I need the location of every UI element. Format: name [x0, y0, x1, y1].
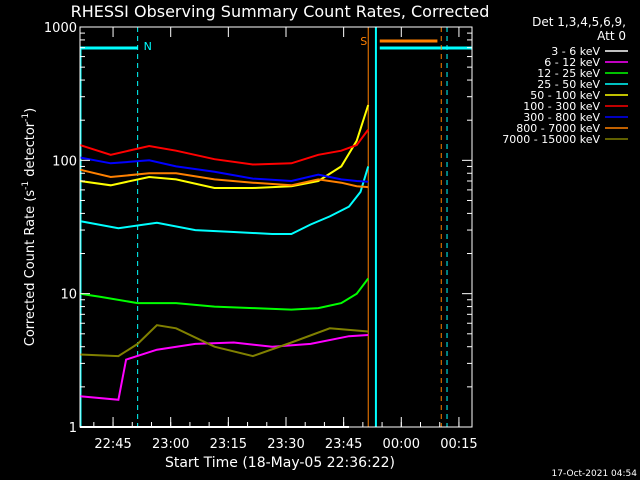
legend-label: 6 - 12 keV: [544, 56, 600, 69]
saa-marker-label: S: [360, 35, 367, 48]
legend-label: 25 - 50 keV: [537, 78, 600, 91]
x-tick-label: 23:30: [267, 437, 304, 452]
y-axis-ticks: 1 10 100 1000: [44, 21, 472, 436]
legend-title: Det 1,3,4,5,6,9,: [532, 15, 626, 29]
series-line-3: [79, 166, 370, 235]
legend-label: 100 - 300 keV: [523, 100, 600, 113]
x-tick-label: 00:15: [440, 437, 477, 452]
x-tick-label: 00:00: [383, 437, 420, 452]
legend-label: 50 - 100 keV: [530, 89, 600, 102]
y-axis-label: Corrected Count Rate (s-1 detector-1): [21, 108, 38, 346]
series-line-4: [79, 104, 370, 189]
legend-label: 300 - 800 keV: [523, 111, 600, 124]
plot-frame: [79, 26, 473, 428]
legend-label: 800 - 7000 keV: [516, 122, 600, 135]
series-line-8: [79, 324, 369, 358]
y-tick-label: 100: [52, 154, 77, 169]
y-tick-label: 10: [60, 288, 77, 303]
x-axis-label: Start Time (18-May-05 22:36:22): [165, 455, 395, 471]
y-tick-label: 1000: [44, 21, 77, 36]
y-tick-label: 1: [69, 421, 77, 436]
x-tick-label: 23:15: [210, 437, 247, 452]
series-line-1: [79, 334, 369, 401]
x-tick-label: 23:45: [325, 437, 362, 452]
x-axis-ticks: 22:45 23:00 23:15 23:30 23:45 00:00 00:15: [93, 27, 478, 452]
night-marker-label: N: [144, 40, 152, 53]
legend-subtitle: Att 0: [597, 29, 626, 43]
series-line-7: [79, 168, 369, 189]
series-line-2: [79, 277, 369, 311]
chart-title: RHESSI Observing Summary Count Rates, Co…: [71, 2, 490, 21]
series-line-5: [79, 129, 370, 166]
footer-date: 17-Oct-2021 04:54: [552, 469, 638, 479]
series-line-6: [79, 156, 369, 183]
legend-label: 3 - 6 keV: [551, 45, 600, 58]
x-tick-label: 23:00: [152, 437, 189, 452]
x-tick-label: 22:45: [94, 437, 131, 452]
legend-label: 7000 - 15000 keV: [502, 133, 600, 146]
legend-label: 12 - 25 keV: [537, 67, 600, 80]
